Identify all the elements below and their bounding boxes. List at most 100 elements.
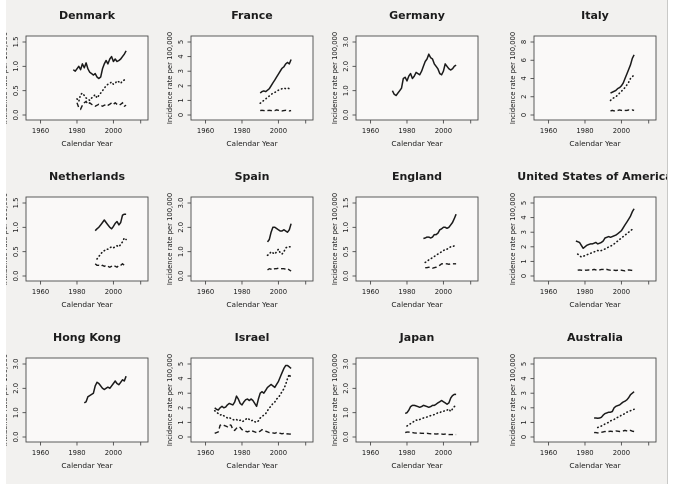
y-tick-label: 0.0 — [342, 432, 350, 443]
plot-box — [25, 196, 149, 282]
y-tick-label: 0 — [520, 274, 528, 278]
solid-series-line — [214, 364, 292, 411]
y-tick-label: 1.5 — [342, 198, 350, 209]
dotted-series-line — [213, 372, 292, 424]
y-tick-label: 1.0 — [342, 85, 350, 96]
panel-title: Hong Kong — [53, 331, 121, 344]
plot-box — [355, 35, 479, 121]
y-tick-label: 3 — [520, 391, 528, 395]
panel-germany: Germany 1960 1980 2000 0.0 1.0 2.0 3.0 Incidence… — [329, 0, 494, 161]
x-tick-label: 1980 — [398, 127, 415, 135]
x-tick-label: 2000 — [270, 127, 287, 135]
x-axis-label: Calendar Year — [61, 461, 113, 470]
y-tick-label: 0.0 — [12, 110, 20, 121]
x-tick-label: 1980 — [576, 127, 593, 135]
y-tick-label: 0.0 — [342, 271, 350, 282]
y-axis-label: Incidence rate per 100,000 — [509, 32, 517, 124]
panel-title: England — [392, 170, 442, 183]
y-tick-label: 1 — [520, 420, 528, 424]
dotted-series-line — [424, 243, 457, 264]
panel-title: United States of America — [517, 170, 668, 183]
y-tick-label: 2.0 — [342, 383, 350, 394]
y-tick-label: 3 — [177, 69, 185, 73]
x-axis-label: Calendar Year — [391, 139, 443, 148]
plot-box — [190, 35, 314, 121]
x-axis-label: Calendar Year — [569, 461, 621, 470]
y-tick-label: 0.0 — [177, 271, 185, 282]
plot-box — [25, 35, 149, 121]
y-tick-label: 3.0 — [342, 359, 350, 370]
y-tick-label: 8 — [520, 40, 528, 44]
y-tick-label: 0 — [177, 113, 185, 117]
y-tick-label: 1.0 — [12, 61, 20, 72]
solid-series-line — [266, 223, 292, 243]
panel-title: Israel — [235, 331, 270, 344]
x-axis-label: Calendar Year — [61, 139, 113, 148]
y-tick-label: 0.0 — [12, 271, 20, 282]
x-tick-label: 2000 — [270, 449, 287, 457]
x-tick-label: 1960 — [540, 449, 557, 457]
solid-series-line — [259, 59, 292, 94]
plot-box — [533, 357, 657, 443]
y-tick-label: 3.0 — [12, 359, 20, 370]
panel-title: Denmark — [59, 9, 116, 22]
x-tick-label: 1960 — [32, 127, 49, 135]
x-tick-label: 1980 — [68, 127, 85, 135]
x-tick-label: 1980 — [398, 288, 415, 296]
dotted-series-line — [596, 408, 635, 429]
chart-england: England 1960 1980 2000 0.0 0.5 1.0 1.5Incidence… — [331, 170, 479, 309]
x-tick-label: 1960 — [197, 127, 214, 135]
panel-title: Netherlands — [49, 170, 126, 183]
dotted-series-line — [576, 227, 635, 258]
x-tick-label: 1960 — [197, 288, 214, 296]
x-tick-label: 2000 — [613, 127, 630, 135]
y-axis-label: Incidence rate per 100,000 — [331, 193, 339, 285]
y-tick-label: 0.0 — [342, 110, 350, 121]
x-tick-label: 2000 — [105, 127, 122, 135]
y-axis-label: Incidence rate per 100,000 — [509, 193, 517, 285]
y-axis-label: Incidence rate per 100,000 — [166, 354, 174, 446]
dotted-series-line — [609, 74, 635, 102]
x-tick-label: 1980 — [398, 449, 415, 457]
y-tick-label: 2 — [520, 245, 528, 249]
y-tick-label: 2.0 — [177, 222, 185, 233]
y-tick-label: 2 — [177, 84, 185, 88]
x-tick-label: 1960 — [362, 449, 379, 457]
y-tick-label: 1.0 — [12, 407, 20, 418]
panel-netherlands: Netherlands 1960 1980 2000 0.0 0.5 1.0 1.5 Incid… — [6, 161, 164, 322]
y-tick-label: 0 — [520, 435, 528, 439]
y-tick-label: 1.0 — [342, 222, 350, 233]
x-axis-label: Calendar Year — [226, 139, 278, 148]
x-tick-label: 2000 — [613, 288, 630, 296]
solid-series-line — [423, 213, 457, 240]
x-tick-label: 2000 — [435, 127, 452, 135]
x-tick-label: 1960 — [540, 288, 557, 296]
chart-germany: Germany 1960 1980 2000 0.0 1.0 2.0 3.0Incidence… — [331, 9, 479, 148]
x-tick-label: 2000 — [613, 449, 630, 457]
y-axis-label: Incidence rate per 100,000 — [331, 32, 339, 124]
x-tick-label: 1960 — [540, 127, 557, 135]
x-tick-label: 1960 — [32, 449, 49, 457]
y-tick-label: 5 — [520, 362, 528, 366]
y-tick-label: 4 — [520, 215, 528, 219]
x-tick-label: 1980 — [233, 127, 250, 135]
dashed-series-line — [577, 268, 635, 272]
x-tick-label: 1980 — [576, 288, 593, 296]
y-axis-label: Incidence rate per 100,000 — [6, 193, 9, 285]
y-tick-label: 2 — [520, 406, 528, 410]
x-tick-label: 1980 — [233, 449, 250, 457]
dotted-series-line — [259, 87, 292, 105]
plot-box — [355, 357, 479, 443]
x-tick-label: 2000 — [105, 449, 122, 457]
solid-series-line — [404, 393, 457, 415]
x-tick-label: 1980 — [68, 288, 85, 296]
y-tick-label: 1 — [177, 98, 185, 102]
panel-title: Australia — [567, 331, 623, 344]
dashed-series-line — [405, 431, 457, 436]
chart-denmark: Denmark 1960 1980 2000 0.0 0.5 1.0 1.5Incidence… — [6, 9, 149, 148]
y-tick-label: 6 — [520, 58, 528, 62]
